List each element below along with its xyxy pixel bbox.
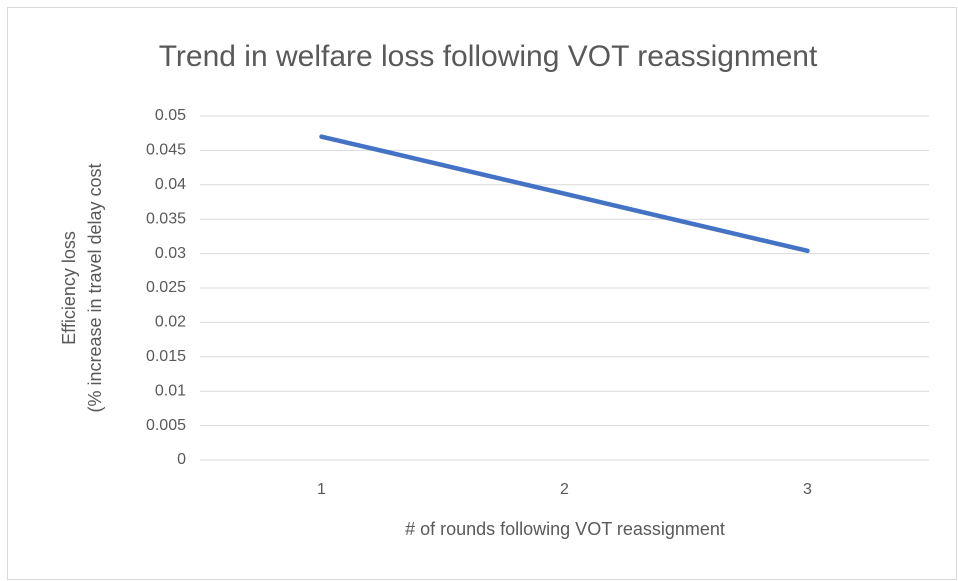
- y-axis-label: Efficiency loss: [59, 231, 79, 345]
- y-tick-label: 0.05: [155, 107, 186, 124]
- y-tick-label: 0.01: [155, 382, 186, 399]
- y-tick-label: 0.005: [146, 417, 186, 434]
- y-tick-label: 0.045: [146, 142, 186, 159]
- y-tick-label: 0.035: [146, 210, 186, 227]
- y-tick-label: 0.03: [155, 245, 186, 262]
- y-tick-label: 0.025: [146, 279, 186, 296]
- chart-frame: [7, 7, 957, 580]
- y-tick-label: 0.015: [146, 348, 186, 365]
- x-tick-label: 1: [317, 481, 326, 498]
- chart-title: Trend in welfare loss following VOT reas…: [159, 40, 818, 73]
- y-tick-label: 0.04: [155, 176, 186, 193]
- y-tick-label: 0: [177, 451, 186, 468]
- x-tick-label: 3: [803, 481, 812, 498]
- y-axis-label: (% increase in travel delay cost: [85, 163, 105, 412]
- y-tick-label: 0.02: [155, 314, 186, 331]
- x-tick-label: 2: [560, 481, 569, 498]
- data-line: [319, 134, 810, 254]
- x-axis-label: # of rounds following VOT reassignment: [405, 519, 725, 539]
